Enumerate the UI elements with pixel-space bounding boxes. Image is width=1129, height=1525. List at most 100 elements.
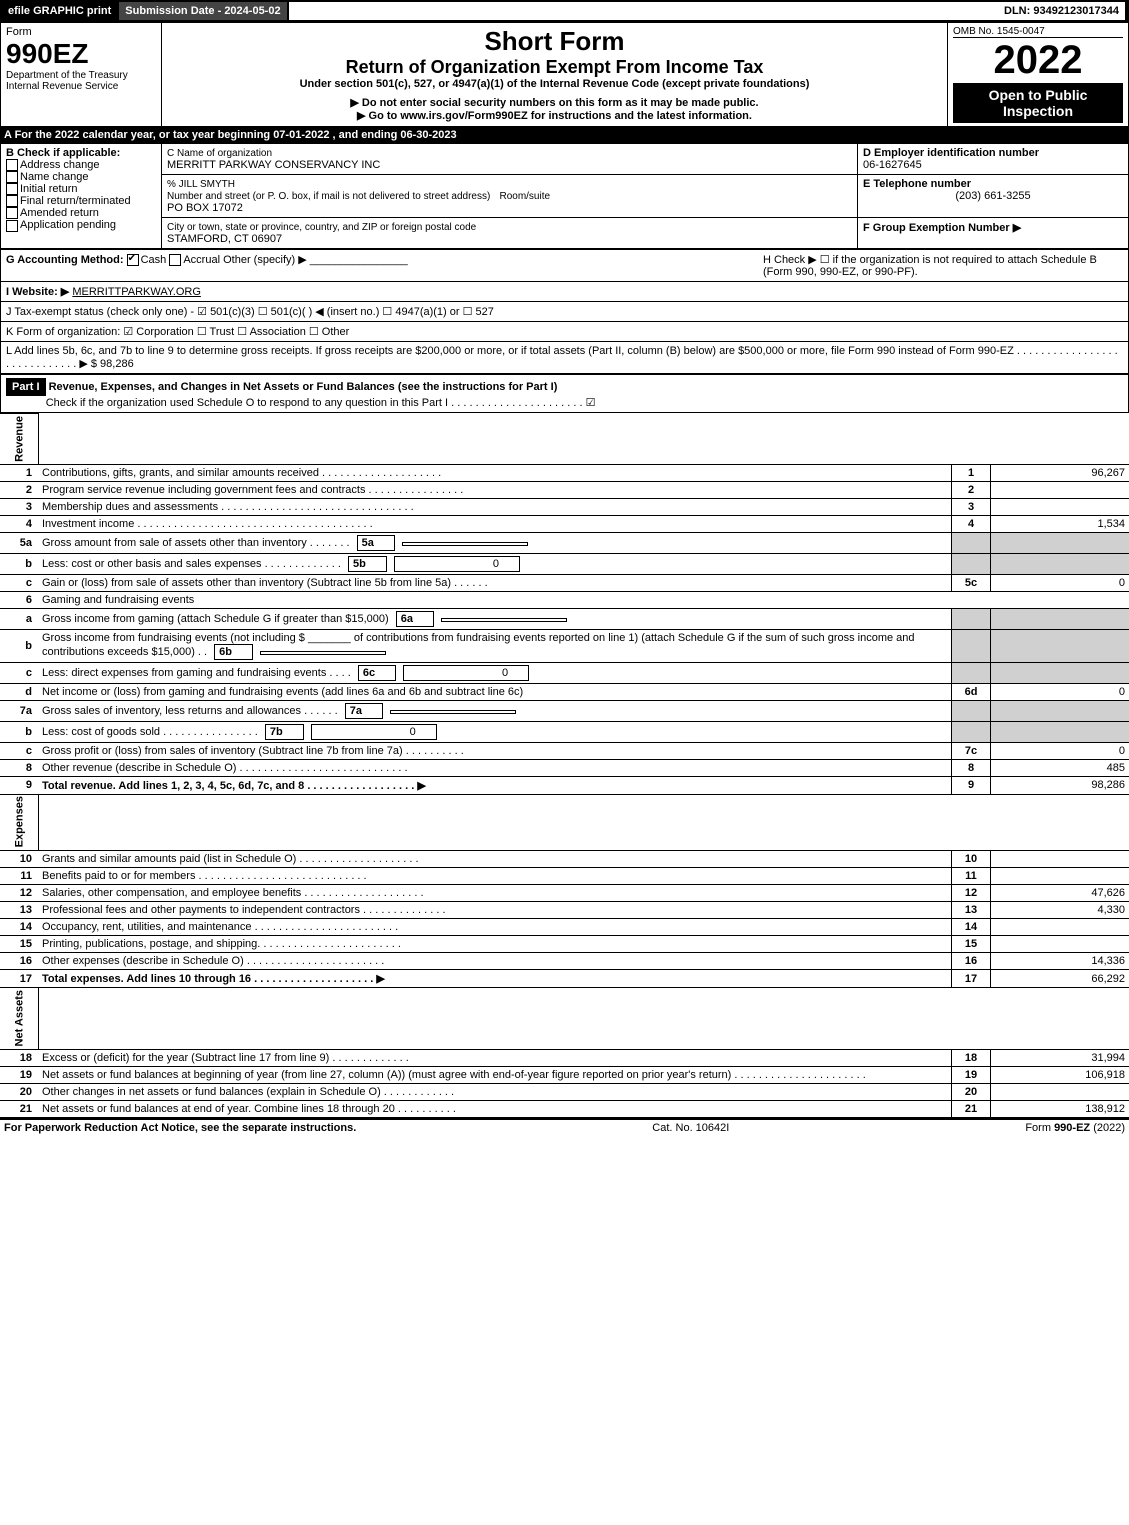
line-row: cLess: direct expenses from gaming and f… [0, 662, 1129, 683]
line-desc: Program service revenue including govern… [38, 481, 952, 498]
line-desc: Gross amount from sale of assets other t… [38, 532, 952, 553]
line-row: 13Professional fees and other payments t… [0, 902, 1129, 919]
line-num: 15 [0, 936, 38, 953]
line-row: 10Grants and similar amounts paid (list … [0, 851, 1129, 868]
b-opt-5[interactable]: Application pending [20, 219, 116, 231]
line-amt [991, 721, 1129, 742]
line-num: c [0, 742, 38, 759]
website[interactable]: MERRITTPARKWAY.ORG [72, 286, 201, 298]
omb-number: OMB No. 1545-0047 [953, 26, 1123, 38]
line-amt: 0 [991, 574, 1129, 591]
dln-label: DLN: 93492123017344 [998, 2, 1127, 20]
main-title: Return of Organization Exempt From Incom… [167, 57, 942, 78]
efile-label[interactable]: efile GRAPHIC print [2, 2, 119, 20]
line-desc: Membership dues and assessments . . . . … [38, 498, 952, 515]
line-row: 17Total expenses. Add lines 10 through 1… [0, 970, 1129, 988]
line-num: 5a [0, 532, 38, 553]
b-opt-0[interactable]: Address change [20, 159, 100, 171]
line-rn [952, 721, 991, 742]
line-amt: 47,626 [991, 885, 1129, 902]
goto-link[interactable]: ▶ Go to www.irs.gov/Form990EZ for instru… [167, 109, 942, 122]
b-opt-3[interactable]: Final return/terminated [20, 195, 131, 207]
line-amt [991, 851, 1129, 868]
e-label: E Telephone number [863, 178, 971, 190]
revenue-label: Revenue [13, 416, 25, 462]
b-opt-2[interactable]: Initial return [20, 183, 77, 195]
line-rn: 11 [952, 868, 991, 885]
line-amt [991, 553, 1129, 574]
care-of: % JILL SMYTH [167, 179, 235, 190]
line-desc: Net income or (loss) from gaming and fun… [38, 683, 952, 700]
b-opt-1[interactable]: Name change [20, 171, 89, 183]
line-rn: 3 [952, 498, 991, 515]
line-rn: 10 [952, 851, 991, 868]
line-amt: 0 [991, 683, 1129, 700]
line-num: 1 [0, 464, 38, 481]
line-row: 14Occupancy, rent, utilities, and mainte… [0, 919, 1129, 936]
line-rn: 17 [952, 970, 991, 988]
line-rn: 6d [952, 683, 991, 700]
line-num: 18 [0, 1049, 38, 1066]
line-desc: Gross income from fundraising events (no… [38, 629, 952, 662]
part1-label: Part I [6, 378, 46, 396]
line-rn: 5c [952, 574, 991, 591]
line-row: 9Total revenue. Add lines 1, 2, 3, 4, 5c… [0, 776, 1129, 794]
line-amt: 1,534 [991, 515, 1129, 532]
line-amt [991, 936, 1129, 953]
g-cash[interactable]: Cash [141, 254, 167, 266]
line-amt: 4,330 [991, 902, 1129, 919]
line-row: cGain or (loss) from sale of assets othe… [0, 574, 1129, 591]
line-num: 12 [0, 885, 38, 902]
line-amt: 485 [991, 759, 1129, 776]
line-row: 8Other revenue (describe in Schedule O) … [0, 759, 1129, 776]
line-amt: 106,918 [991, 1066, 1129, 1083]
line-rn: 8 [952, 759, 991, 776]
line-rn: 7c [952, 742, 991, 759]
line-row: 1Contributions, gifts, grants, and simil… [0, 464, 1129, 481]
line-num: 6 [0, 591, 38, 608]
part1-check: Check if the organization used Schedule … [46, 397, 596, 409]
line-desc: Less: cost of goods sold . . . . . . . .… [38, 721, 952, 742]
line-desc: Other changes in net assets or fund bala… [38, 1083, 952, 1100]
line-desc: Grants and similar amounts paid (list in… [38, 851, 952, 868]
footer-left: For Paperwork Reduction Act Notice, see … [4, 1122, 356, 1134]
line-num: b [0, 629, 38, 662]
line-rn: 13 [952, 902, 991, 919]
form-header: Form 990EZ Department of the Treasury In… [0, 22, 1129, 127]
line-rn [952, 662, 991, 683]
line-amt [991, 700, 1129, 721]
phone: (203) 661-3255 [863, 190, 1123, 202]
line-row: aGross income from gaming (attach Schedu… [0, 608, 1129, 629]
part1-header: Part I Revenue, Expenses, and Changes in… [0, 374, 1129, 413]
line-amt [991, 1083, 1129, 1100]
line-row: 6Gaming and fundraising events [0, 591, 1129, 608]
line-num: 2 [0, 481, 38, 498]
line-row: 7aGross sales of inventory, less returns… [0, 700, 1129, 721]
dept-label: Department of the Treasury [6, 70, 156, 81]
lines-table: Revenue 1Contributions, gifts, grants, a… [0, 413, 1129, 1118]
line-desc: Excess or (deficit) for the year (Subtra… [38, 1049, 952, 1066]
b-opt-4[interactable]: Amended return [20, 207, 99, 219]
line-amt [991, 919, 1129, 936]
line-rn: 12 [952, 885, 991, 902]
ssn-warning: ▶ Do not enter social security numbers o… [167, 96, 942, 109]
h-text: H Check ▶ ☐ if the organization is not r… [758, 250, 1129, 282]
line-amt [991, 498, 1129, 515]
line-row: 3Membership dues and assessments . . . .… [0, 498, 1129, 515]
line-row: 21Net assets or fund balances at end of … [0, 1100, 1129, 1117]
g-other[interactable]: Other (specify) ▶ [223, 254, 307, 266]
line-desc: Professional fees and other payments to … [38, 902, 952, 919]
line-num: 4 [0, 515, 38, 532]
g-accrual[interactable]: Accrual [183, 254, 220, 266]
line-num: 16 [0, 953, 38, 970]
line-num: c [0, 574, 38, 591]
line-amt [991, 608, 1129, 629]
line-desc: Total expenses. Add lines 10 through 16 … [38, 970, 952, 988]
open-public: Open to Public Inspection [953, 83, 1123, 123]
line-amt: 138,912 [991, 1100, 1129, 1117]
f-label: F Group Exemption Number ▶ [863, 222, 1021, 234]
line-num: b [0, 721, 38, 742]
line-rn: 4 [952, 515, 991, 532]
line-rn [952, 553, 991, 574]
line-amt [991, 868, 1129, 885]
